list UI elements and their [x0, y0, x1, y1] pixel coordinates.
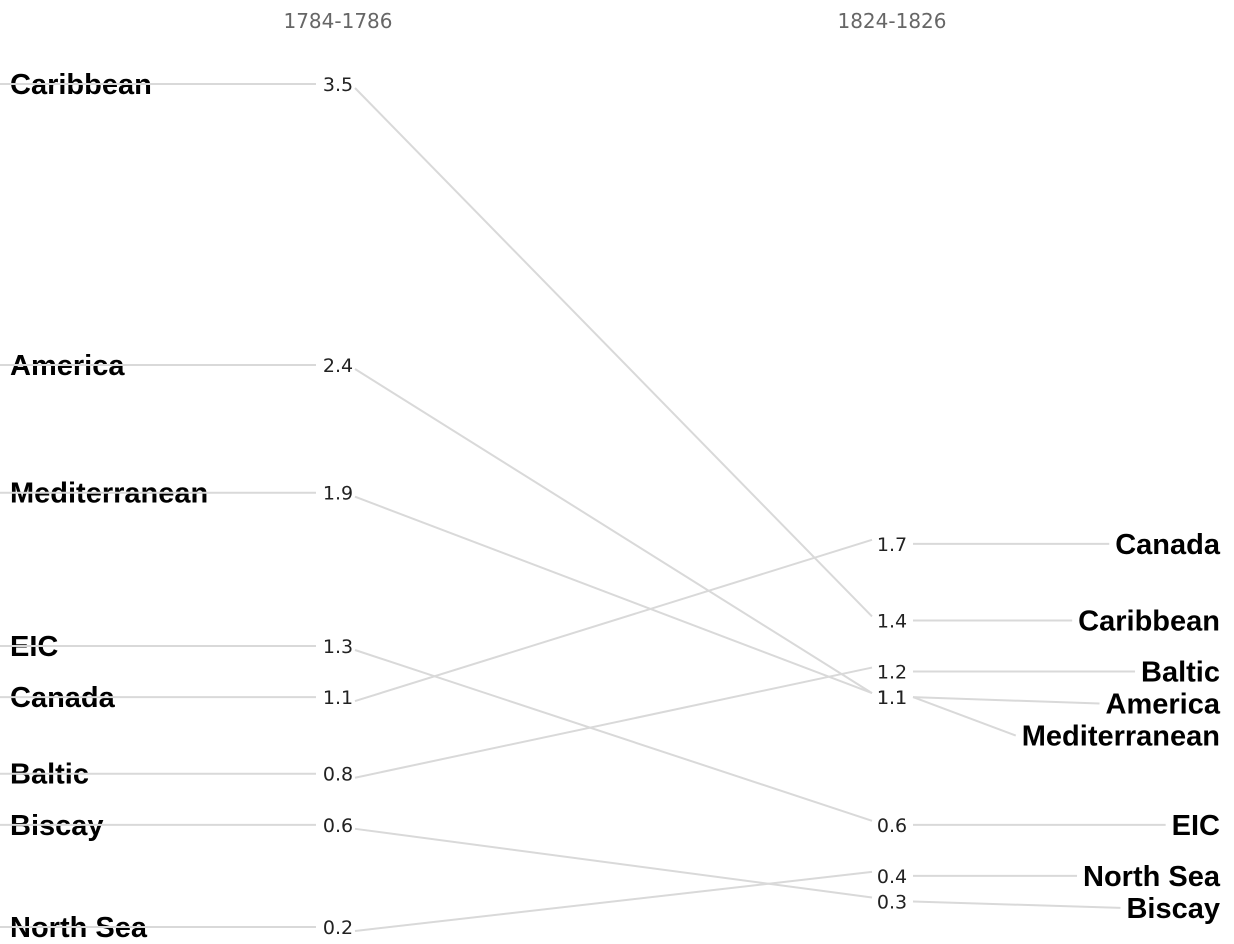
right-value-caribbean: 1.4	[877, 610, 907, 632]
slope-line-baltic	[354, 666, 873, 779]
right-value-canada: 1.7	[877, 534, 907, 556]
right-value-mediterranean: 1.1	[877, 687, 907, 709]
right-label-caribbean: Caribbean	[1078, 605, 1220, 637]
right-value-baltic: 1.2	[877, 662, 907, 684]
period-label-left: 1784-1786	[283, 9, 392, 33]
slope-line-eic	[354, 649, 873, 822]
period-label-right: 1824-1826	[837, 9, 946, 33]
left-value-biscay: 0.6	[323, 815, 353, 837]
slope-line-north-sea	[354, 870, 873, 932]
left-value-caribbean: 3.5	[323, 74, 353, 96]
left-value-canada: 1.1	[323, 687, 353, 709]
left-value-america: 2.4	[323, 355, 353, 377]
left-value-mediterranean: 1.9	[323, 483, 353, 505]
slope-line-mediterranean	[354, 495, 873, 695]
left-value-north-sea: 0.2	[323, 917, 353, 939]
right-value-eic: 0.6	[877, 815, 907, 837]
right-label-canada: Canada	[1115, 529, 1221, 561]
slope-line-biscay	[354, 827, 873, 899]
slope-line-canada	[354, 538, 873, 703]
right-connector-america	[912, 696, 1100, 705]
right-label-mediterranean: Mediterranean	[1022, 721, 1220, 753]
right-label-america: America	[1106, 689, 1221, 721]
right-connector-mediterranean	[912, 696, 1017, 737]
left-value-baltic: 0.8	[323, 764, 353, 786]
right-connector-biscay	[912, 900, 1121, 909]
right-value-biscay: 0.3	[877, 891, 907, 913]
slope-line-america	[354, 368, 873, 694]
right-label-baltic: Baltic	[1141, 657, 1220, 689]
right-label-eic: EIC	[1172, 810, 1220, 842]
right-value-north-sea: 0.4	[877, 866, 907, 888]
right-value-america: 1.1	[877, 687, 907, 709]
right-label-biscay: Biscay	[1126, 893, 1220, 925]
left-value-eic: 1.3	[323, 636, 353, 658]
slope-line-caribbean	[354, 87, 873, 618]
right-label-north-sea: North Sea	[1083, 861, 1221, 893]
